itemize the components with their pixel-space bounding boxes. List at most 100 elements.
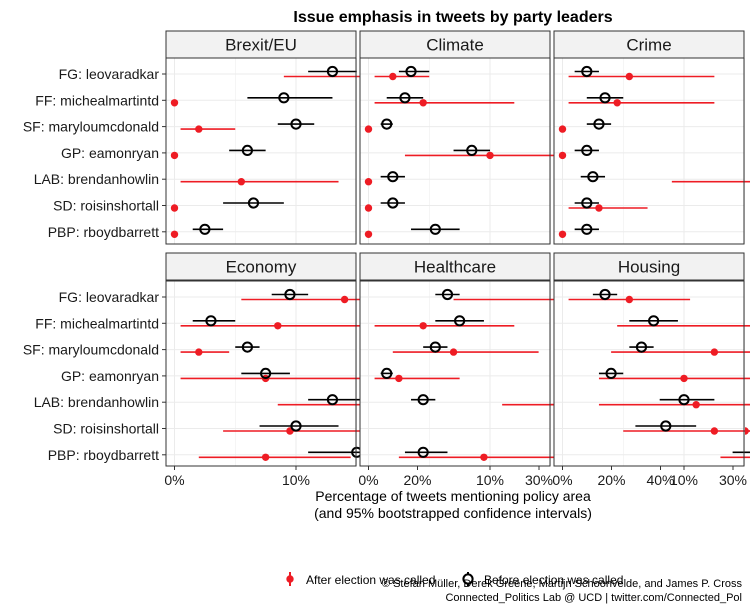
credit-line-1: © Stefan Müller, Derek Greene, Martijn S…	[382, 578, 743, 590]
after-point-housing-gp-eamonryan	[680, 374, 688, 383]
x-tick-label-housing-10: 10%	[670, 472, 698, 488]
after-point-healthcare-pbp-rboydbarrett	[480, 453, 488, 461]
after-point-brexit-eu-ff-michealmartintd	[170, 99, 179, 107]
panel-border-healthcare	[359, 280, 551, 467]
before-point-brexit-eu-fg-leovaradkar	[326, 65, 339, 78]
after-point-healthcare-ff-michealmartintd	[419, 322, 427, 330]
after-point-economy-fg-leovaradkar	[340, 295, 349, 304]
panel-border-brexit-eu	[165, 57, 357, 245]
before-point-housing-fg-leovaradkar	[599, 288, 611, 301]
before-point-economy-sf-maryloumcdonald	[241, 341, 253, 353]
panel-border-crime	[553, 57, 745, 245]
y-tick-label-sd-roisinshortall: SD: roisinshortall	[53, 421, 159, 437]
after-point-housing-fg-leovaradkar	[625, 295, 634, 304]
before-point-crime-sd-roisinshortall	[581, 197, 593, 209]
x-tick-label-economy-40: 40%	[646, 472, 674, 488]
before-point-economy-sd-roisinshortall	[290, 420, 302, 432]
x-tick-label-economy-20: 20%	[403, 472, 431, 488]
before-point-climate-sf-maryloumcdonald	[381, 118, 393, 130]
before-point-climate-sd-roisinshortall	[387, 197, 399, 209]
strip-label-economy: Economy	[226, 258, 297, 277]
after-point-economy-ff-michealmartintd	[274, 322, 282, 330]
strip-label-crime: Crime	[626, 36, 671, 55]
panel-border-economy	[165, 280, 357, 467]
strip-label-brexit-eu: Brexit/EU	[225, 36, 297, 55]
before-point-climate-gp-eamonryan	[466, 144, 478, 156]
after-point-crime-sd-roisinshortall	[595, 204, 603, 212]
before-point-housing-sd-roisinshortall	[660, 420, 672, 432]
x-tick-label-economy-30: 30%	[525, 472, 553, 488]
y-tick-label-pbp-rboydbarrett: PBP: rboydbarrett	[48, 224, 159, 240]
before-point-healthcare-ff-michealmartintd	[454, 315, 466, 327]
strip-label-climate: Climate	[426, 36, 484, 55]
before-point-crime-sf-maryloumcdonald	[593, 118, 605, 130]
panel-border-climate	[359, 57, 551, 245]
y-tick-label-pbp-rboydbarrett: PBP: rboydbarrett	[48, 447, 159, 463]
legend-before-point	[462, 573, 474, 585]
after-point-brexit-eu-sd-roisinshortall	[170, 204, 179, 212]
before-point-economy-lab-brendanhowlin	[326, 394, 339, 406]
y-tick-label-fg-leovaradkar: FG: leovaradkar	[59, 289, 160, 305]
after-point-crime-fg-leovaradkar	[625, 72, 634, 81]
strip-label-housing: Housing	[618, 258, 680, 277]
x-tick-label-economy-0: 0%	[164, 472, 184, 488]
panels: Brexit/EU FG: leovaradkar FF: michealmarti…	[23, 30, 750, 488]
after-point-climate-lab-brendanhowlin	[364, 178, 373, 186]
x-axis-title-line-1: Percentage of tweets mentioning policy a…	[315, 488, 591, 504]
after-point-healthcare-sf-maryloumcdonald	[449, 348, 458, 356]
before-point-brexit-eu-sf-maryloumcdonald	[290, 118, 302, 130]
y-tick-label-gp-eamonryan: GP: eamonryan	[61, 145, 159, 161]
strip-economy	[165, 252, 357, 281]
y-tick-label-sf-maryloumcdonald: SF: maryloumcdonald	[23, 342, 159, 358]
y-tick-label-gp-eamonryan: GP: eamonryan	[61, 368, 159, 384]
before-point-crime-lab-brendanhowlin	[587, 171, 599, 183]
after-point-housing-sd-roisinshortall	[710, 427, 719, 435]
after-point-housing-sf-maryloumcdonald	[710, 348, 719, 356]
before-point-healthcare-lab-brendanhowlin	[417, 394, 429, 406]
after-point-climate-fg-leovaradkar	[389, 72, 397, 81]
chart-title: Issue emphasis in tweets by party leader…	[293, 9, 612, 26]
before-point-healthcare-gp-eamonryan	[381, 367, 393, 379]
before-point-economy-fg-leovaradkar	[284, 288, 296, 301]
x-tick-label-healthcare-20: 20%	[597, 472, 625, 488]
before-point-housing-lab-brendanhowlin	[678, 394, 690, 406]
credit-line-2: Connected_Politics Lab @ UCD | twitter.c…	[445, 592, 742, 604]
after-point-brexit-eu-sf-maryloumcdonald	[195, 125, 203, 133]
y-tick-label-fg-leovaradkar: FG: leovaradkar	[59, 66, 160, 82]
before-point-climate-fg-leovaradkar	[405, 65, 417, 78]
x-axis-title-line-2: (and 95% bootstrapped confidence interva…	[314, 505, 592, 521]
panel-border-housing	[553, 280, 745, 467]
before-point-climate-pbp-rboydbarrett	[429, 223, 441, 235]
legend: After election was called Before electio…	[286, 572, 623, 587]
after-point-brexit-eu-pbp-rboydbarrett	[170, 230, 179, 238]
plot-bg-housing	[554, 281, 744, 466]
before-point-crime-ff-michealmartintd	[599, 92, 611, 104]
y-tick-label-lab-brendanhowlin: LAB: brendanhowlin	[34, 171, 159, 187]
after-point-healthcare-gp-eamonryan	[395, 374, 403, 383]
legend-key-before	[462, 572, 474, 586]
before-point-brexit-eu-sd-roisinshortall	[247, 197, 260, 209]
before-point-brexit-eu-pbp-rboydbarrett	[199, 223, 211, 235]
after-point-crime-pbp-rboydbarrett	[558, 230, 567, 238]
strip-climate	[359, 30, 551, 59]
legend-after-point	[286, 575, 294, 583]
x-tick-label-healthcare-10: 10%	[476, 472, 504, 488]
before-point-healthcare-sf-maryloumcdonald	[429, 341, 441, 353]
y-tick-label-ff-michealmartintd: FF: michealmartintd	[35, 315, 159, 331]
after-point-brexit-eu-gp-eamonryan	[170, 151, 179, 160]
before-point-housing-gp-eamonryan	[605, 367, 617, 379]
strip-label-healthcare: Healthcare	[414, 258, 496, 277]
after-point-climate-gp-eamonryan	[486, 151, 494, 160]
before-point-housing-ff-michealmartintd	[648, 315, 660, 327]
before-point-crime-fg-leovaradkar	[581, 65, 593, 78]
strip-crime	[553, 30, 745, 59]
before-point-economy-ff-michealmartintd	[205, 315, 217, 327]
y-tick-label-ff-michealmartintd: FF: michealmartintd	[35, 92, 159, 108]
x-tick-label-healthcare-0: 0%	[358, 472, 378, 488]
after-point-brexit-eu-lab-brendanhowlin	[237, 178, 246, 186]
before-point-healthcare-fg-leovaradkar	[441, 288, 454, 301]
after-point-climate-ff-michealmartintd	[419, 99, 427, 107]
legend-after-label: After election was called	[306, 573, 435, 587]
after-point-economy-pbp-rboydbarrett	[261, 453, 270, 461]
